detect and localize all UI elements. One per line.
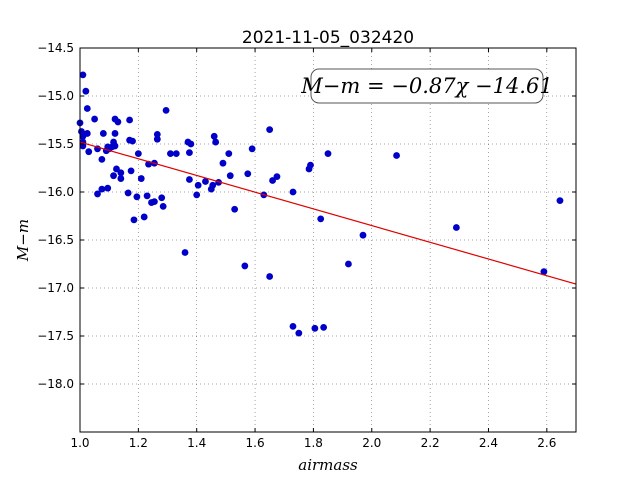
data-point	[110, 172, 117, 180]
x-tick-label: 1.0	[70, 436, 89, 450]
data-point	[114, 118, 122, 126]
data-point	[289, 188, 297, 196]
annotation-box	[310, 68, 544, 104]
x-tick-label: 2.0	[362, 436, 381, 450]
data-point	[85, 148, 93, 156]
data-point	[210, 132, 218, 140]
data-point	[219, 159, 227, 167]
data-point	[187, 140, 195, 148]
data-point	[212, 138, 220, 146]
data-point	[140, 213, 148, 221]
y-tick-label: −17.0	[37, 281, 74, 295]
data-point	[94, 190, 101, 198]
data-point	[130, 216, 138, 224]
data-point	[129, 137, 136, 145]
data-point	[117, 169, 125, 177]
x-tick-label: 1.8	[304, 436, 323, 450]
data-point	[295, 329, 303, 337]
data-point	[193, 191, 201, 199]
data-point	[273, 173, 281, 181]
data-point	[137, 175, 145, 182]
data-point	[104, 184, 112, 192]
data-point	[248, 145, 256, 153]
y-tick-label: −18.0	[37, 377, 74, 391]
x-tick-label: 2.2	[421, 436, 440, 450]
data-point	[186, 176, 193, 183]
data-point	[79, 71, 87, 79]
data-point	[111, 130, 119, 137]
data-point	[99, 130, 107, 137]
data-point	[556, 197, 564, 205]
x-axis-label: airmass	[298, 456, 358, 474]
data-point	[324, 150, 332, 158]
data-point	[320, 323, 328, 331]
axis-ticks: 1.0 1.2 1.4 1.6 1.8 2.0 2.2 2.4 2.6 −14.5 −15.0 −15…	[37, 41, 576, 450]
data-point	[111, 142, 119, 150]
data-point	[98, 155, 106, 163]
x-tick-label: 1.2	[129, 436, 148, 450]
data-point	[540, 268, 548, 276]
data-point	[82, 87, 90, 95]
data-point	[225, 150, 233, 158]
data-point	[317, 215, 325, 223]
y-tick-label: −15.0	[37, 89, 74, 103]
data-point	[231, 205, 239, 213]
data-point	[186, 149, 193, 157]
data-point	[226, 172, 234, 180]
data-point	[202, 178, 209, 185]
fit-line	[79, 141, 577, 285]
data-point	[133, 193, 141, 201]
x-tick-label: 1.6	[246, 436, 265, 450]
data-point	[124, 189, 132, 197]
data-point	[452, 224, 460, 231]
data-point	[194, 181, 202, 189]
data-point	[113, 165, 120, 173]
data-point	[91, 115, 98, 123]
data-point	[151, 198, 158, 206]
data-point	[127, 167, 135, 175]
data-point	[98, 185, 106, 193]
data-point	[158, 194, 166, 202]
y-tick-label: −16.0	[37, 185, 74, 199]
data-point	[117, 175, 125, 182]
scatter-points	[76, 71, 564, 337]
y-tick-label: −14.5	[37, 41, 74, 55]
fit-equation-annotation: M−m = −0.87χ −14.61	[300, 74, 552, 98]
y-axis-label: M−m	[14, 219, 32, 262]
data-point	[269, 177, 276, 184]
data-point	[153, 131, 161, 138]
data-point	[153, 135, 161, 143]
data-point	[167, 150, 174, 158]
data-point	[393, 152, 400, 159]
data-point	[307, 161, 314, 169]
data-point	[266, 126, 274, 133]
data-point	[126, 116, 133, 124]
data-point	[209, 181, 217, 189]
data-point	[359, 231, 367, 239]
y-tick-label: −16.5	[37, 233, 74, 247]
data-point	[83, 130, 91, 137]
data-point	[162, 107, 170, 114]
x-tick-label: 2.4	[479, 436, 498, 450]
data-point	[172, 150, 180, 158]
data-point	[289, 323, 297, 330]
data-point	[345, 260, 352, 268]
data-point	[83, 105, 91, 112]
data-point	[241, 262, 249, 270]
data-point	[134, 150, 142, 158]
data-point	[266, 273, 274, 280]
data-point	[181, 249, 189, 256]
x-tick-label: 1.4	[187, 436, 206, 450]
data-point	[244, 170, 252, 178]
chart-title: 2021-11-05_032420	[242, 28, 414, 48]
y-tick-label: −15.5	[37, 137, 74, 151]
data-point	[143, 192, 151, 200]
data-point	[159, 203, 167, 210]
x-tick-label: 2.6	[537, 436, 556, 450]
y-tick-label: −17.5	[37, 329, 74, 343]
data-point	[311, 324, 319, 332]
